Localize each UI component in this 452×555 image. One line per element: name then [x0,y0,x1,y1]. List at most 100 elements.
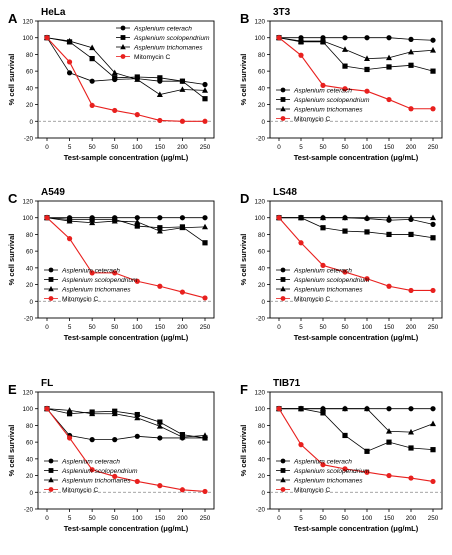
legend-marker [120,54,126,59]
y-tick-label: 80 [258,423,266,430]
legend-marker [48,477,54,483]
y-tick-label: 0 [29,299,33,306]
data-point [89,78,95,84]
data-point [430,287,436,294]
legend-entry: Asplenium scolopendrium [293,468,370,475]
data-point [134,223,140,229]
data-point [430,37,436,43]
y-tick-label: 0 [261,119,265,126]
data-point [320,410,326,416]
x-axis-label: Test-sample concentration (μg/mL) [64,333,189,342]
series-4 [276,406,436,485]
data-point [156,91,163,97]
legend-entry: Asplenium ceterach [293,88,352,95]
data-point [342,63,348,69]
y-tick-label: 60 [258,249,266,256]
data-point [89,270,95,276]
data-point [386,35,392,41]
y-tick-label: 120 [22,390,33,397]
x-tick-label: 5 [68,144,72,151]
y-tick-label: 80 [258,232,266,239]
legend-marker [120,35,126,40]
data-point [298,37,304,44]
data-point [89,56,95,62]
data-point [179,118,186,124]
legend-marker [48,286,54,292]
data-point [157,435,163,441]
data-point [408,214,414,221]
data-point [430,214,436,221]
legend-marker [280,116,286,121]
x-tick-label: 50 [319,144,327,151]
panel-title: LS48 [273,187,297,198]
data-point [430,221,436,227]
series-line [278,217,433,291]
legend-entry: Asplenium ceterach [133,26,192,33]
panel-title: FL [41,378,53,389]
data-point [386,64,392,70]
data-point [44,406,50,412]
legend-entry: Mitomycin C [62,296,99,303]
data-point [202,240,208,246]
y-tick-label: 120 [254,19,265,26]
x-axis-label: Test-sample concentration (μg/mL) [294,333,419,342]
legend-entry: Asplenium trichomanes [61,287,131,294]
data-point [179,78,186,84]
data-point [320,82,326,88]
data-point [408,106,414,112]
chart-panel-a: A HeLa -20 0 20 40 60 80 100 120 0 5 50 50 100 150 200 25… [7,7,215,162]
legend-marker [48,487,54,492]
data-point [89,44,96,51]
data-point [89,437,95,443]
data-point [408,287,414,294]
data-point [430,68,436,74]
y-tick-label: 80 [258,52,266,59]
data-point [386,283,392,289]
data-point [320,462,326,468]
chart-panel-f: F TIB71 -20 0 20 40 60 80 100 120 0 5 50 50 100 150 200 2… [239,378,443,533]
series-4 [44,406,208,495]
data-point [320,37,326,44]
legend: Asplenium ceterach Asplenium scolopendriu… [276,88,370,123]
data-point [112,473,118,480]
series-3 [276,34,436,62]
panel-title: A549 [41,187,65,198]
y-tick-label: 100 [254,35,265,42]
x-tick-label: 250 [428,144,439,151]
series-line [278,37,434,72]
data-point [364,469,370,475]
x-tick-label: 200 [177,324,188,331]
x-tick-label: 100 [362,144,373,151]
data-point [386,231,392,238]
x-tick-label: 5 [299,144,303,151]
legend-entry: Asplenium trichomanes [293,287,363,294]
data-point [342,432,348,439]
x-tick-label: 5 [299,324,303,331]
data-point [320,405,326,412]
data-point [44,215,50,221]
chart-panel-c: C A549 -20 0 20 40 60 80 100 120 0 5 50 50 100 150 200 25… [7,187,215,342]
data-point [134,218,141,225]
series-4 [276,35,436,112]
x-tick-label: 250 [200,324,211,331]
data-point [66,411,73,417]
legend-entry: Mitomycin C [134,54,171,61]
data-point [408,48,414,55]
y-tick-label: 40 [258,265,266,272]
x-tick-label: 250 [200,144,211,151]
x-tick-label: 50 [319,515,327,522]
y-tick-label: 100 [22,406,33,413]
data-point [342,466,348,472]
panel-letter: A [8,11,18,26]
data-point [112,75,118,81]
y-axis-label: % cell survival [7,234,16,286]
legend-marker [48,267,54,273]
data-point [408,406,414,412]
x-tick-label: 50 [341,144,349,151]
x-tick-label: 100 [132,324,143,331]
y-axis-label: % cell survival [7,54,16,106]
data-point [320,35,326,41]
x-tick-label: 200 [406,324,417,331]
legend: Asplenium ceterach Asplenium scolopendriu… [116,26,210,61]
